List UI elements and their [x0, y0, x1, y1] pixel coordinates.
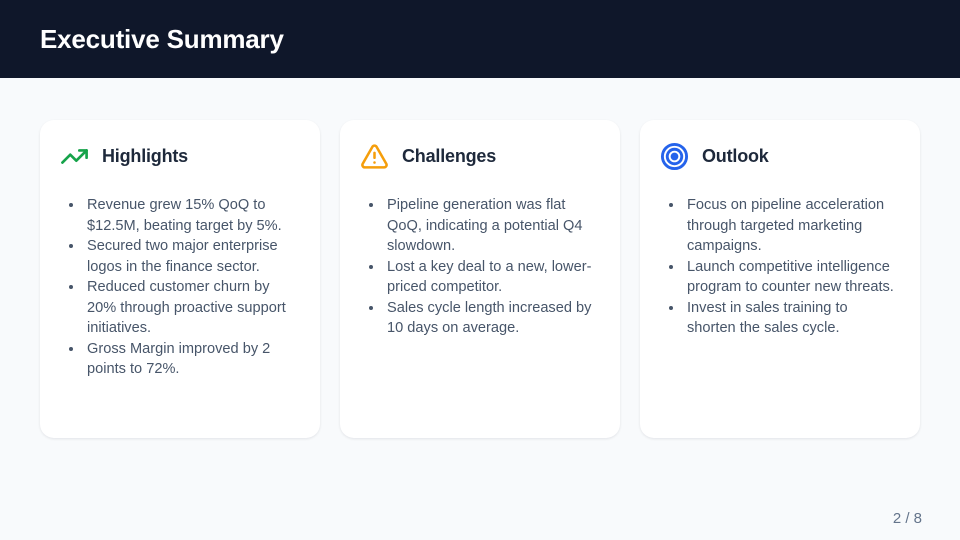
- card-title: Challenges: [402, 146, 497, 166]
- bullet-item: Pipeline generation was flat QoQ, indica…: [384, 195, 598, 257]
- bullet-item: Secured two major enterprise logos in th…: [84, 236, 298, 277]
- alert-triangle-icon: [360, 142, 389, 171]
- bullet-item: Launch competitive intelligence program …: [684, 257, 898, 298]
- slide-title: Executive Summary: [40, 23, 284, 54]
- card-highlights: Highlights Revenue grew 15% QoQ to $12.5…: [40, 120, 320, 438]
- slide-header: Executive Summary: [0, 0, 960, 78]
- card-challenges: Challenges Pipeline generation was flat …: [340, 120, 620, 438]
- target-icon: [660, 142, 689, 171]
- cards-row: Highlights Revenue grew 15% QoQ to $12.5…: [40, 120, 920, 438]
- bullet-list: Pipeline generation was flat QoQ, indica…: [360, 195, 600, 339]
- card-header: Highlights: [60, 142, 300, 171]
- bullet-list: Revenue grew 15% QoQ to $12.5M, beating …: [60, 195, 300, 380]
- card-header: Outlook: [660, 142, 900, 171]
- bullet-item: Invest in sales training to shorten the …: [684, 298, 898, 339]
- card-outlook: Outlook Focus on pipeline acceleration t…: [640, 120, 920, 438]
- bullet-item: Gross Margin improved by 2 points to 72%…: [84, 339, 298, 380]
- card-title: Highlights: [102, 146, 188, 166]
- card-header: Challenges: [360, 142, 600, 171]
- bullet-item: Sales cycle length increased by 10 days …: [384, 298, 598, 339]
- trending-up-icon: [60, 142, 89, 171]
- bullet-item: Focus on pipeline acceleration through t…: [684, 195, 898, 257]
- card-title: Outlook: [702, 146, 769, 166]
- bullet-item: Reduced customer churn by 20% through pr…: [84, 277, 298, 339]
- bullet-item: Revenue grew 15% QoQ to $12.5M, beating …: [84, 195, 298, 236]
- page-indicator: 2 / 8: [892, 510, 922, 527]
- bullet-item: Lost a key deal to a new, lower-priced c…: [384, 257, 598, 298]
- bullet-list: Focus on pipeline acceleration through t…: [660, 195, 900, 339]
